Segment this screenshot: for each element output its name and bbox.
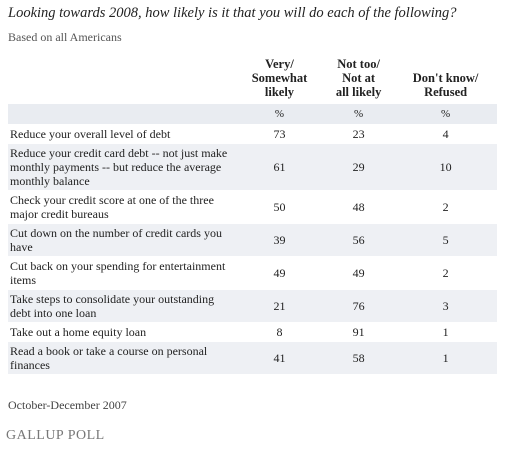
column-header-line: Somewhat xyxy=(251,71,308,85)
header-row: Very/Somewhat likely Not too/Not at all lik… xyxy=(8,55,497,104)
unit-cell: % xyxy=(236,103,323,125)
value-cell: 58 xyxy=(322,341,395,374)
blank-cell xyxy=(8,103,236,125)
subtitle: Based on all Americans xyxy=(8,30,122,44)
value-cell: 29 xyxy=(322,143,395,191)
value-cell: 39 xyxy=(236,223,323,257)
row-label: Reduce your credit card debt -- not just… xyxy=(8,143,236,191)
row-label: Reduce your overall level of debt xyxy=(8,124,236,144)
column-header-line: Not too/ xyxy=(337,57,380,71)
value-cell: 23 xyxy=(322,124,395,144)
value-cell: 41 xyxy=(236,341,323,374)
value-cell: 49 xyxy=(236,256,323,290)
table-row: Check your credit score at one of the th… xyxy=(8,190,497,224)
column-header-line: likely xyxy=(264,85,295,99)
value-cell: 73 xyxy=(236,124,323,144)
value-cell: 1 xyxy=(394,341,497,374)
row-label: Read a book or take a course on personal… xyxy=(8,341,236,374)
row-label: Cut down on the number of credit cards y… xyxy=(8,223,236,257)
table-row: Take steps to consolidate your outstandi… xyxy=(8,289,497,323)
column-header: Not too/Not at all likely xyxy=(323,55,394,104)
column-header-line: Very/ xyxy=(265,57,294,71)
table-row: Read a book or take a course on personal… xyxy=(8,341,497,374)
value-cell: 8 xyxy=(236,322,323,342)
value-cell: 5 xyxy=(394,223,497,257)
column-header-line: Refused xyxy=(424,85,468,99)
units-row: %%% xyxy=(8,103,497,125)
column-header-line: Don't know/ xyxy=(412,71,479,85)
title: Looking towards 2008, how likely is it t… xyxy=(8,5,457,21)
value-cell: 1 xyxy=(394,322,497,342)
table-row: Take out a home equity loan 8 91 1 xyxy=(8,322,497,342)
value-cell: 56 xyxy=(322,223,395,257)
value-cell: 21 xyxy=(236,289,323,323)
blank-header xyxy=(8,55,236,104)
column-header-line: Not at xyxy=(342,71,376,85)
table: Very/Somewhat likely Not too/Not at all lik… xyxy=(8,55,497,374)
column-header: Don't know/Refused xyxy=(394,55,497,104)
value-cell: 2 xyxy=(394,190,497,224)
row-label: Take steps to consolidate your outstandi… xyxy=(8,289,236,323)
row-label: Take out a home equity loan xyxy=(8,322,236,342)
column-header-line: all likely xyxy=(335,85,382,99)
unit-cell: % xyxy=(394,103,497,125)
date-note: October-December 2007 xyxy=(8,398,127,412)
value-cell: 50 xyxy=(236,190,323,224)
value-cell: 48 xyxy=(322,190,395,224)
value-cell: 3 xyxy=(394,289,497,323)
column-header: Very/Somewhat likely xyxy=(236,55,323,104)
value-cell: 76 xyxy=(322,289,395,323)
value-cell: 2 xyxy=(394,256,497,290)
table-body: %%% Reduce your overall level of debt 73 2… xyxy=(8,103,497,374)
table-row: Cut back on your spending for entertainm… xyxy=(8,256,497,290)
table-row: Reduce your credit card debt -- not just… xyxy=(8,143,497,191)
value-cell: 10 xyxy=(394,143,497,191)
row-label: Cut back on your spending for entertainm… xyxy=(8,256,236,290)
unit-cell: % xyxy=(322,103,395,125)
value-cell: 61 xyxy=(236,143,323,191)
value-cell: 91 xyxy=(322,322,395,342)
source: GALLUP POLL xyxy=(6,428,105,443)
row-label: Check your credit score at one of the th… xyxy=(8,190,236,224)
table-row: Cut down on the number of credit cards y… xyxy=(8,223,497,257)
table-row: Reduce your overall level of debt 73 23 4 xyxy=(8,124,497,144)
value-cell: 49 xyxy=(322,256,395,290)
value-cell: 4 xyxy=(394,124,497,144)
